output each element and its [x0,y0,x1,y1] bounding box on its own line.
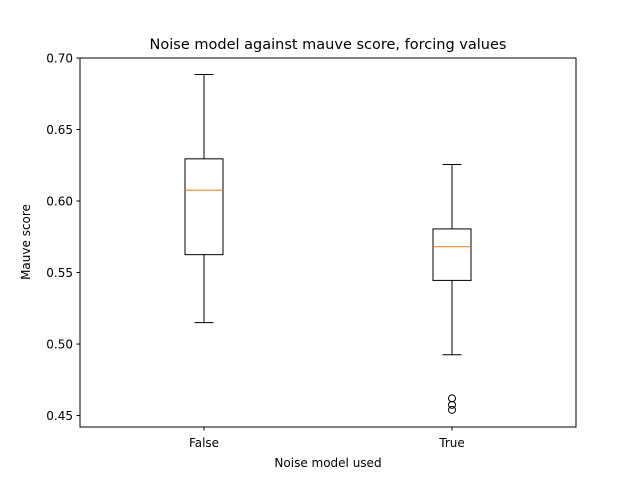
x-axis-label: Noise model used [274,456,381,470]
y-axis: 0.45 0.50 0.55 0.60 0.65 0.70 [46,51,80,423]
box-false [184,73,224,324]
x-axis: False True [189,427,465,450]
iqr-box [184,158,224,256]
plot-area [79,57,577,428]
outlier-point [448,405,456,414]
x-tick-label: True [438,436,465,450]
y-tick-label: 0.70 [46,51,73,65]
x-tick-label: False [189,436,219,450]
chart-title: Noise model against mauve score, forcing… [150,37,507,53]
outlier-point [448,394,456,403]
y-tick-label: 0.65 [46,123,73,137]
box-true [432,164,472,414]
y-tick-label: 0.60 [46,194,73,208]
boxes [184,73,472,414]
y-axis-label: Mauve score [19,204,33,280]
y-tick-label: 0.45 [46,409,73,423]
outlier-point [448,400,456,409]
y-tick-label: 0.50 [46,337,73,351]
y-tick-label: 0.55 [46,266,73,280]
iqr-box [432,228,472,281]
